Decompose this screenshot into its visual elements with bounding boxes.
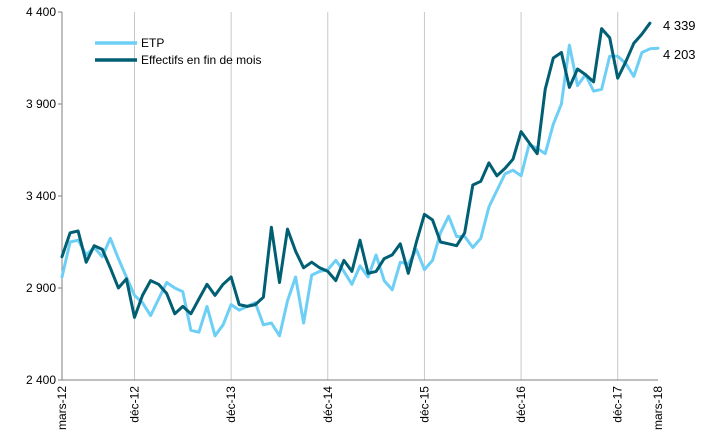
x-tick-label: mars-18	[651, 386, 665, 430]
y-tick-labels: 2 400 2 900 3 400 3 900 4 400	[26, 5, 62, 387]
legend: ETP Effectifs en fin de mois	[95, 36, 262, 67]
y-tick-label: 3 400	[26, 189, 56, 203]
legend-label-etp: ETP	[141, 36, 164, 50]
end-label-etp: 4 203	[663, 47, 696, 62]
x-tick-label: déc-16	[514, 386, 528, 423]
y-tick-label: 2 900	[26, 281, 56, 295]
y-tick-label: 2 400	[26, 373, 56, 387]
x-tick-label: déc-15	[417, 386, 431, 423]
series-line-etp	[60, 43, 660, 338]
series-line-effectifs	[60, 21, 652, 319]
x-tick-label: mars-12	[55, 386, 69, 430]
end-label-effectifs: 4 339	[663, 18, 696, 33]
legend-label-effectifs: Effectifs en fin de mois	[141, 53, 262, 67]
vertical-gridlines	[133, 12, 619, 380]
series-lines	[60, 21, 660, 338]
y-tick-label: 3 900	[26, 97, 56, 111]
x-tick-labels: mars-12 déc-12 déc-13 déc-14 déc-15 déc-16 déc…	[55, 386, 665, 430]
x-tick-label: déc-17	[611, 386, 625, 423]
x-tick-label: déc-13	[224, 386, 238, 423]
x-tick-label: déc-14	[321, 386, 335, 423]
y-tick-label: 4 400	[26, 5, 56, 19]
x-tick-label: déc-12	[127, 386, 141, 423]
